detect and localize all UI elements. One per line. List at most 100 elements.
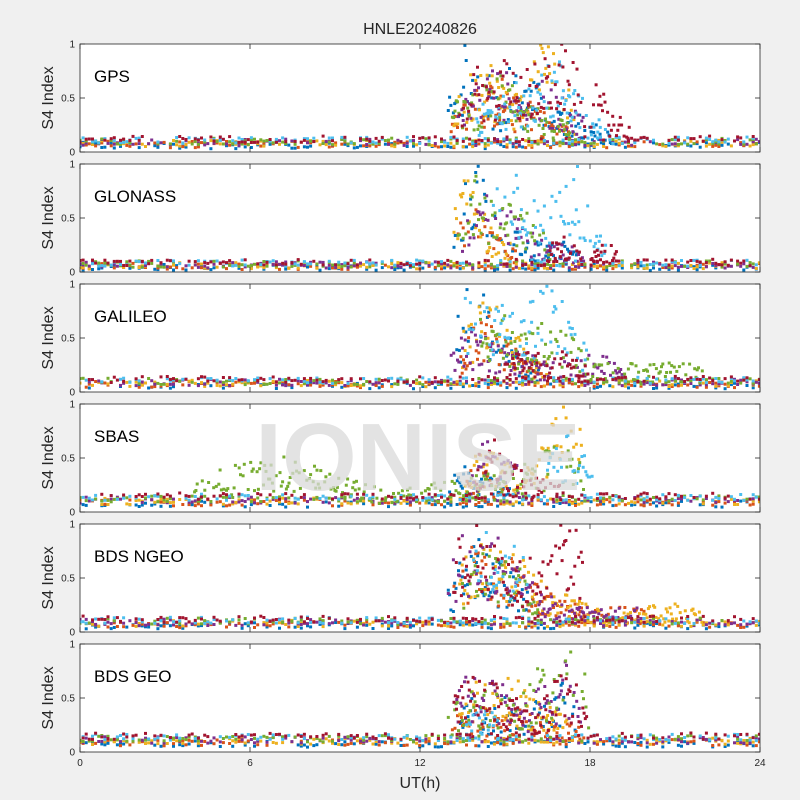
data-point (469, 326, 473, 330)
data-point (695, 497, 699, 501)
data-point (387, 142, 390, 146)
data-point (673, 137, 677, 141)
data-point (329, 487, 333, 491)
data-point (582, 488, 585, 491)
data-point (299, 495, 303, 499)
y-axis-label: S4 Index (40, 186, 57, 249)
data-point (91, 378, 94, 382)
data-point (597, 118, 601, 122)
data-point (504, 90, 508, 94)
data-point (147, 259, 151, 263)
data-point (472, 236, 476, 240)
data-point (94, 142, 98, 146)
data-point (454, 489, 458, 493)
data-point (742, 625, 746, 629)
data-point (490, 582, 494, 586)
data-point (499, 321, 503, 325)
data-point (430, 144, 434, 147)
data-point (106, 376, 110, 380)
data-point (536, 326, 540, 330)
data-point (125, 143, 129, 147)
data-point (729, 375, 733, 379)
data-point (292, 489, 296, 493)
data-point (530, 144, 534, 148)
data-point (412, 624, 415, 628)
data-point (412, 265, 415, 269)
data-point (652, 260, 655, 264)
data-point (475, 88, 479, 92)
data-point (642, 501, 646, 504)
data-point (547, 253, 551, 257)
data-point (309, 260, 313, 264)
series-7 (80, 235, 752, 268)
data-point (483, 144, 487, 148)
data-point (708, 134, 712, 138)
data-point (559, 128, 563, 132)
data-point (218, 135, 222, 139)
data-point (278, 381, 281, 385)
data-point (450, 479, 454, 483)
data-point (187, 494, 191, 498)
data-point (739, 142, 743, 146)
data-point (162, 495, 166, 499)
data-point (460, 108, 464, 112)
data-point (446, 258, 450, 262)
data-point (282, 455, 286, 459)
data-point (558, 483, 561, 487)
data-point (175, 136, 179, 139)
data-point (533, 362, 537, 366)
data-point (365, 620, 369, 624)
data-point (122, 493, 126, 497)
data-point (212, 262, 216, 266)
data-point (256, 380, 260, 384)
data-point (573, 89, 577, 92)
data-point (557, 110, 561, 114)
data-point (119, 497, 122, 501)
data-point (221, 492, 225, 496)
data-point (327, 501, 331, 505)
data-point (612, 256, 616, 260)
data-point (306, 383, 309, 387)
data-point (566, 364, 569, 368)
data-point (567, 141, 571, 145)
data-point (412, 497, 415, 501)
data-point (243, 265, 247, 269)
data-point (309, 625, 313, 629)
data-point (472, 545, 476, 549)
data-point (84, 260, 88, 264)
data-point (676, 493, 680, 497)
data-point (639, 608, 643, 612)
data-point (526, 359, 529, 363)
data-point (481, 114, 485, 118)
data-point (549, 330, 553, 334)
data-point (228, 263, 232, 267)
data-point (178, 498, 182, 501)
data-point (271, 263, 275, 267)
data-point (661, 501, 665, 505)
data-point (228, 377, 232, 381)
data-point (318, 377, 322, 381)
data-point (466, 106, 470, 110)
data-point (497, 122, 501, 126)
data-point (228, 135, 232, 139)
data-point (676, 384, 680, 388)
data-point (508, 260, 512, 264)
data-point (620, 378, 624, 382)
data-point (545, 364, 549, 368)
data-point (128, 494, 132, 498)
data-point (115, 142, 119, 146)
data-point (623, 379, 627, 383)
data-point (555, 141, 559, 145)
y-tick-label: 0.5 (61, 334, 75, 345)
data-point (268, 624, 272, 628)
data-point (652, 138, 655, 142)
data-point (368, 139, 372, 143)
data-point (619, 368, 623, 371)
data-point (494, 217, 498, 220)
data-point (513, 567, 517, 571)
data-point (613, 621, 617, 624)
data-point (514, 249, 517, 253)
data-point (711, 263, 715, 267)
data-point (150, 261, 154, 265)
data-point (309, 376, 313, 380)
